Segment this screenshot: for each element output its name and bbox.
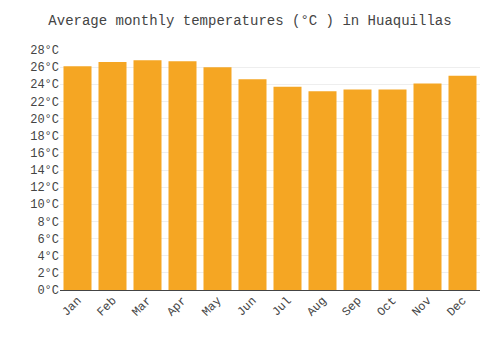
- svg-text:Average monthly temperatures (: Average monthly temperatures (°C ) in Hu…: [48, 13, 451, 29]
- svg-text:May: May: [199, 294, 224, 319]
- svg-text:20°C: 20°C: [30, 113, 59, 127]
- svg-text:28°C: 28°C: [30, 44, 59, 58]
- svg-text:10°C: 10°C: [30, 198, 59, 212]
- svg-text:22°C: 22°C: [30, 96, 59, 110]
- svg-text:Jun: Jun: [234, 294, 259, 319]
- svg-text:Oct: Oct: [374, 294, 399, 319]
- svg-text:18°C: 18°C: [30, 130, 59, 144]
- svg-text:26°C: 26°C: [30, 61, 59, 75]
- svg-text:Apr: Apr: [164, 294, 189, 319]
- svg-text:Aug: Aug: [304, 294, 329, 319]
- svg-text:14°C: 14°C: [30, 164, 59, 178]
- svg-text:Sep: Sep: [339, 294, 364, 319]
- svg-text:12°C: 12°C: [30, 181, 59, 195]
- svg-text:Nov: Nov: [409, 294, 434, 319]
- svg-text:0°C: 0°C: [37, 284, 59, 298]
- svg-text:24°C: 24°C: [30, 78, 59, 92]
- svg-text:4°C: 4°C: [37, 250, 59, 264]
- svg-text:Feb: Feb: [94, 294, 119, 319]
- svg-text:Jul: Jul: [269, 294, 294, 319]
- svg-text:16°C: 16°C: [30, 147, 59, 161]
- svg-text:2°C: 2°C: [37, 267, 59, 281]
- svg-text:Jan: Jan: [59, 294, 84, 319]
- svg-text:Mar: Mar: [129, 294, 154, 319]
- svg-text:Dec: Dec: [444, 294, 469, 319]
- svg-text:6°C: 6°C: [37, 233, 59, 247]
- svg-text:8°C: 8°C: [37, 216, 59, 230]
